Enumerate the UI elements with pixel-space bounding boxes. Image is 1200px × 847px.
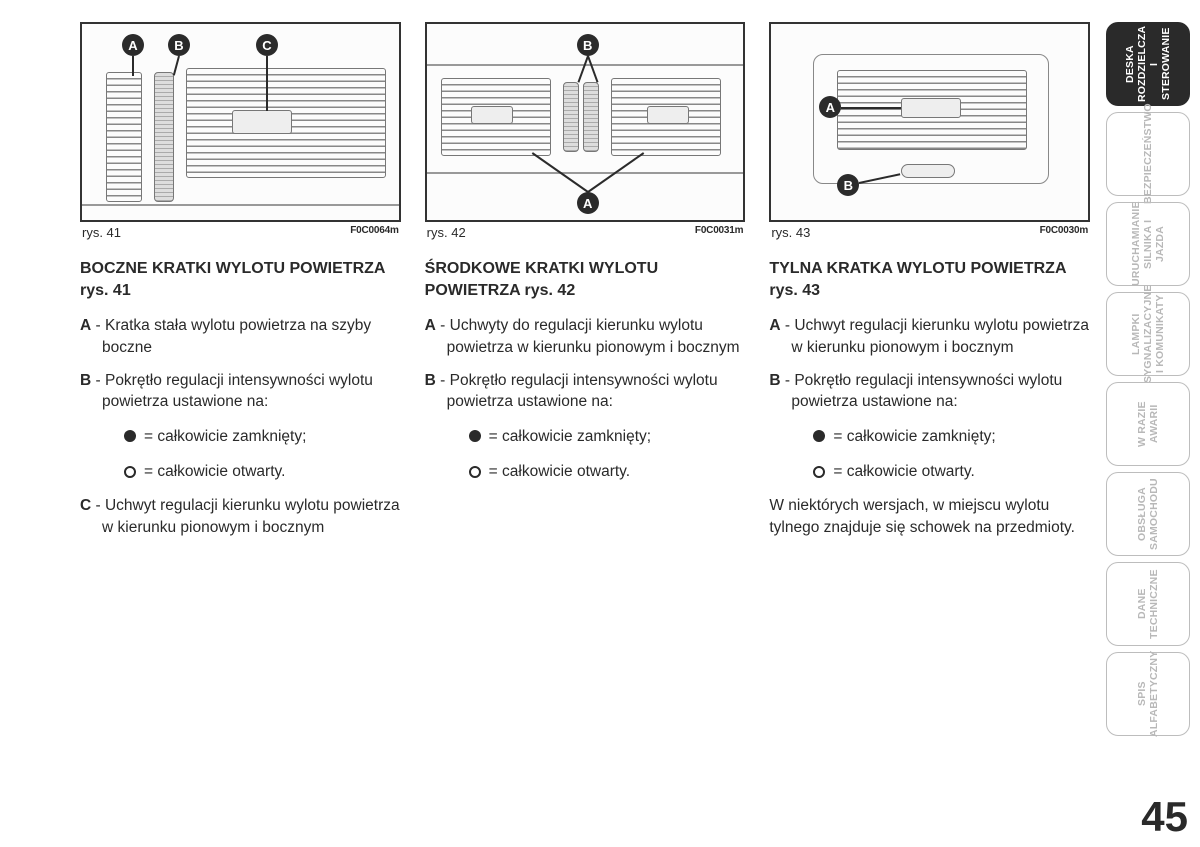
tab-techdata[interactable]: DANE TECHNICZNE [1106, 562, 1190, 646]
callout-B: B [837, 174, 859, 196]
item-A: A - Kratka stała wylotu powietrza na szy… [80, 315, 401, 358]
fig-label: rys. 41 [82, 225, 121, 240]
fig-label: rys. 43 [771, 225, 810, 240]
page-number: 45 [1141, 793, 1188, 841]
figure-caption-42: rys. 42 F0C0031m [427, 225, 744, 240]
fig-code: F0C0031m [695, 225, 743, 240]
callout-A: A [577, 192, 599, 214]
callout-B: B [168, 34, 190, 56]
sub-closed: = całkowicie zamknięty; [469, 425, 746, 448]
open-circle-icon [469, 466, 481, 478]
figure-41: A B C [80, 22, 401, 222]
callout-B: B [577, 34, 599, 56]
sub-open: = całkowicie otwarty. [124, 460, 401, 483]
sub-open: = całkowicie otwarty. [813, 460, 1090, 483]
figure-43: A B [769, 22, 1090, 222]
item-A: A - Uchwyty do regulacji kierunku wylotu… [425, 315, 746, 358]
tab-safety[interactable]: BEZPIECZEŃSTWO [1106, 112, 1190, 196]
tab-emergency[interactable]: W RAZIE AWARII [1106, 382, 1190, 466]
sub-closed: = całkowicie zamknięty; [124, 425, 401, 448]
column-3: A B rys. 43 F0C0030m TYLNA KRATKA WYLOTU… [769, 22, 1090, 550]
heading-1: BOCZNE KRATKI WYLOTU POWIETRZA rys. 41 [80, 258, 401, 301]
heading-2: ŚRODKOWE KRATKI WYLOTU POWIETRZA rys. 42 [425, 258, 746, 301]
item-A: A - Uchwyt regulacji kierunku wylotu pow… [769, 315, 1090, 358]
item-B: B - Pokrętło regulacji intensywności wyl… [769, 370, 1090, 413]
extra-paragraph: W niektórych wersjach, w miejscu wylotu … [769, 495, 1090, 538]
item-C: C - Uchwyt regulacji kierunku wylotu pow… [80, 495, 401, 538]
tab-starting[interactable]: URUCHAMIANIE SILNIKA I JAZDA [1106, 202, 1190, 286]
column-2: B A rys. 42 F0C0031m ŚRODKOWE KRATKI WYL… [425, 22, 746, 550]
fig-code: F0C0030m [1040, 225, 1088, 240]
item-B: B - Pokrętło regulacji intensywności wyl… [80, 370, 401, 413]
tab-index[interactable]: SPIS ALFABETYCZNY [1106, 652, 1190, 736]
filled-circle-icon [124, 430, 136, 442]
filled-circle-icon [469, 430, 481, 442]
fig-label: rys. 42 [427, 225, 466, 240]
tab-maintenance[interactable]: OBSŁUGA SAMOCHODU [1106, 472, 1190, 556]
callout-A: A [122, 34, 144, 56]
figure-caption-43: rys. 43 F0C0030m [771, 225, 1088, 240]
filled-circle-icon [813, 430, 825, 442]
content-area: A B C rys. 41 F0C0064m BOCZNE KRATKI WYL… [0, 0, 1200, 550]
heading-3: TYLNA KRATKA WYLOTU POWIETRZA rys. 43 [769, 258, 1090, 301]
open-circle-icon [813, 466, 825, 478]
callout-C: C [256, 34, 278, 56]
tab-warnings[interactable]: LAMPKI SYGNALIZACYJNE I KOMUNIKATY [1106, 292, 1190, 376]
figure-caption-41: rys. 41 F0C0064m [82, 225, 399, 240]
column-1: A B C rys. 41 F0C0064m BOCZNE KRATKI WYL… [80, 22, 401, 550]
open-circle-icon [124, 466, 136, 478]
sub-closed: = całkowicie zamknięty; [813, 425, 1090, 448]
figure-42: B A [425, 22, 746, 222]
fig-code: F0C0064m [350, 225, 398, 240]
sub-open: = całkowicie otwarty. [469, 460, 746, 483]
tab-dashboard[interactable]: DESKA ROZDZIELCZA I STEROWANIE [1106, 22, 1190, 106]
side-tabs: DESKA ROZDZIELCZA I STEROWANIE BEZPIECZE… [1106, 22, 1190, 736]
item-B: B - Pokrętło regulacji intensywności wyl… [425, 370, 746, 413]
